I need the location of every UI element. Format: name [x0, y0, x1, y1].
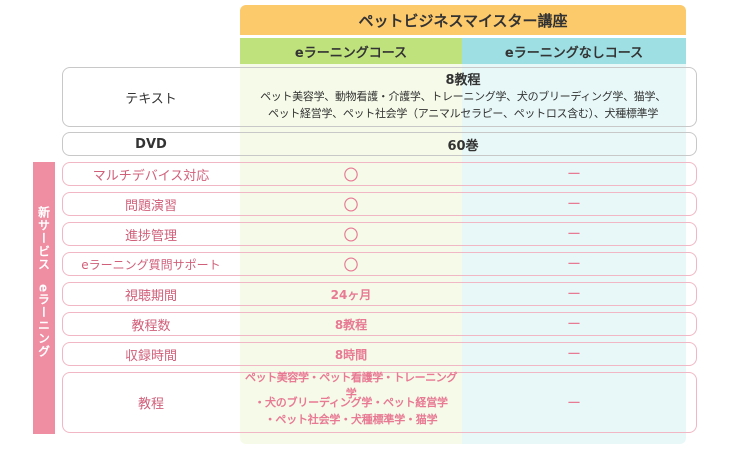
- row-label-courses: 教程数: [131, 318, 171, 334]
- row-label-multidevice: マルチデバイス対応: [92, 168, 210, 184]
- table-row-exercise: [62, 192, 697, 216]
- dash-icon: ー: [567, 347, 581, 363]
- table-row-period: [62, 282, 697, 306]
- curriculum-line1: ペット美容学・ペット看護学・トレーニング学: [245, 371, 457, 400]
- dash-icon: ー: [567, 257, 581, 273]
- circle-icon: 〇: [343, 195, 359, 214]
- dash-icon: ー: [567, 227, 581, 243]
- table-row-support: [62, 252, 697, 276]
- courses-value: 8教程: [334, 317, 368, 332]
- no-elearning-course-header: eラーニングなしコース: [462, 38, 686, 64]
- curriculum-line2: ・犬のブリーディング学・ペット経営学: [254, 396, 448, 409]
- dash-icon: ー: [567, 287, 581, 303]
- table-row-multidevice: [62, 162, 697, 186]
- row-label-period: 視聴期間: [124, 288, 177, 304]
- row-label-text: テキスト: [125, 91, 177, 107]
- row-label-progress: 進捗管理: [124, 228, 177, 244]
- elearning-column-bg: [240, 62, 462, 444]
- hours-value: 8時間: [334, 347, 368, 362]
- curriculum-line3: ・ペット社会学・犬種標準学・猫学: [264, 413, 438, 426]
- new-service-sidebar: 新サービス eラーニング: [33, 162, 55, 434]
- dash-icon: ー: [567, 317, 581, 333]
- row-label-support: eラーニング質問サポート: [81, 257, 221, 272]
- table-row-courses: [62, 312, 697, 336]
- text-count: 8教程: [445, 72, 481, 88]
- dash-icon: ー: [567, 197, 581, 213]
- no-elearning-column-bg: [462, 62, 686, 444]
- text-detail-line2: ペット経営学、ペット社会学（アニマルセラピー、ペットロス含む）、犬種標準学: [267, 106, 659, 120]
- period-value: 24ヶ月: [330, 287, 372, 302]
- table-row-text: [62, 67, 697, 127]
- circle-icon: 〇: [343, 165, 359, 184]
- row-label-exercise: 問題演習: [124, 198, 177, 214]
- dash-icon: ー: [567, 395, 581, 412]
- elearning-course-header: eラーニングコース: [240, 38, 462, 64]
- row-label-dvd: DVD: [135, 136, 167, 152]
- circle-icon: 〇: [343, 255, 359, 274]
- table-row-hours: [62, 342, 697, 366]
- row-label-hours: 収録時間: [124, 348, 177, 364]
- row-label-curriculum: 教程: [137, 397, 164, 412]
- table-row-dvd: [62, 132, 697, 156]
- sidebar-label: 新サービス eラーニング: [36, 206, 51, 359]
- text-detail-line1: ペット美容学、動物看護・介護学、トレーニング学、犬のブリーディング学、猫学、: [260, 89, 666, 103]
- dash-icon: ー: [567, 167, 581, 183]
- table-row-progress: [62, 222, 697, 246]
- circle-icon: 〇: [343, 225, 359, 244]
- table-row-curriculum: [62, 372, 697, 433]
- course-title: ペットビジネスマイスター講座: [240, 5, 686, 35]
- dvd-value: 60巻: [447, 138, 479, 154]
